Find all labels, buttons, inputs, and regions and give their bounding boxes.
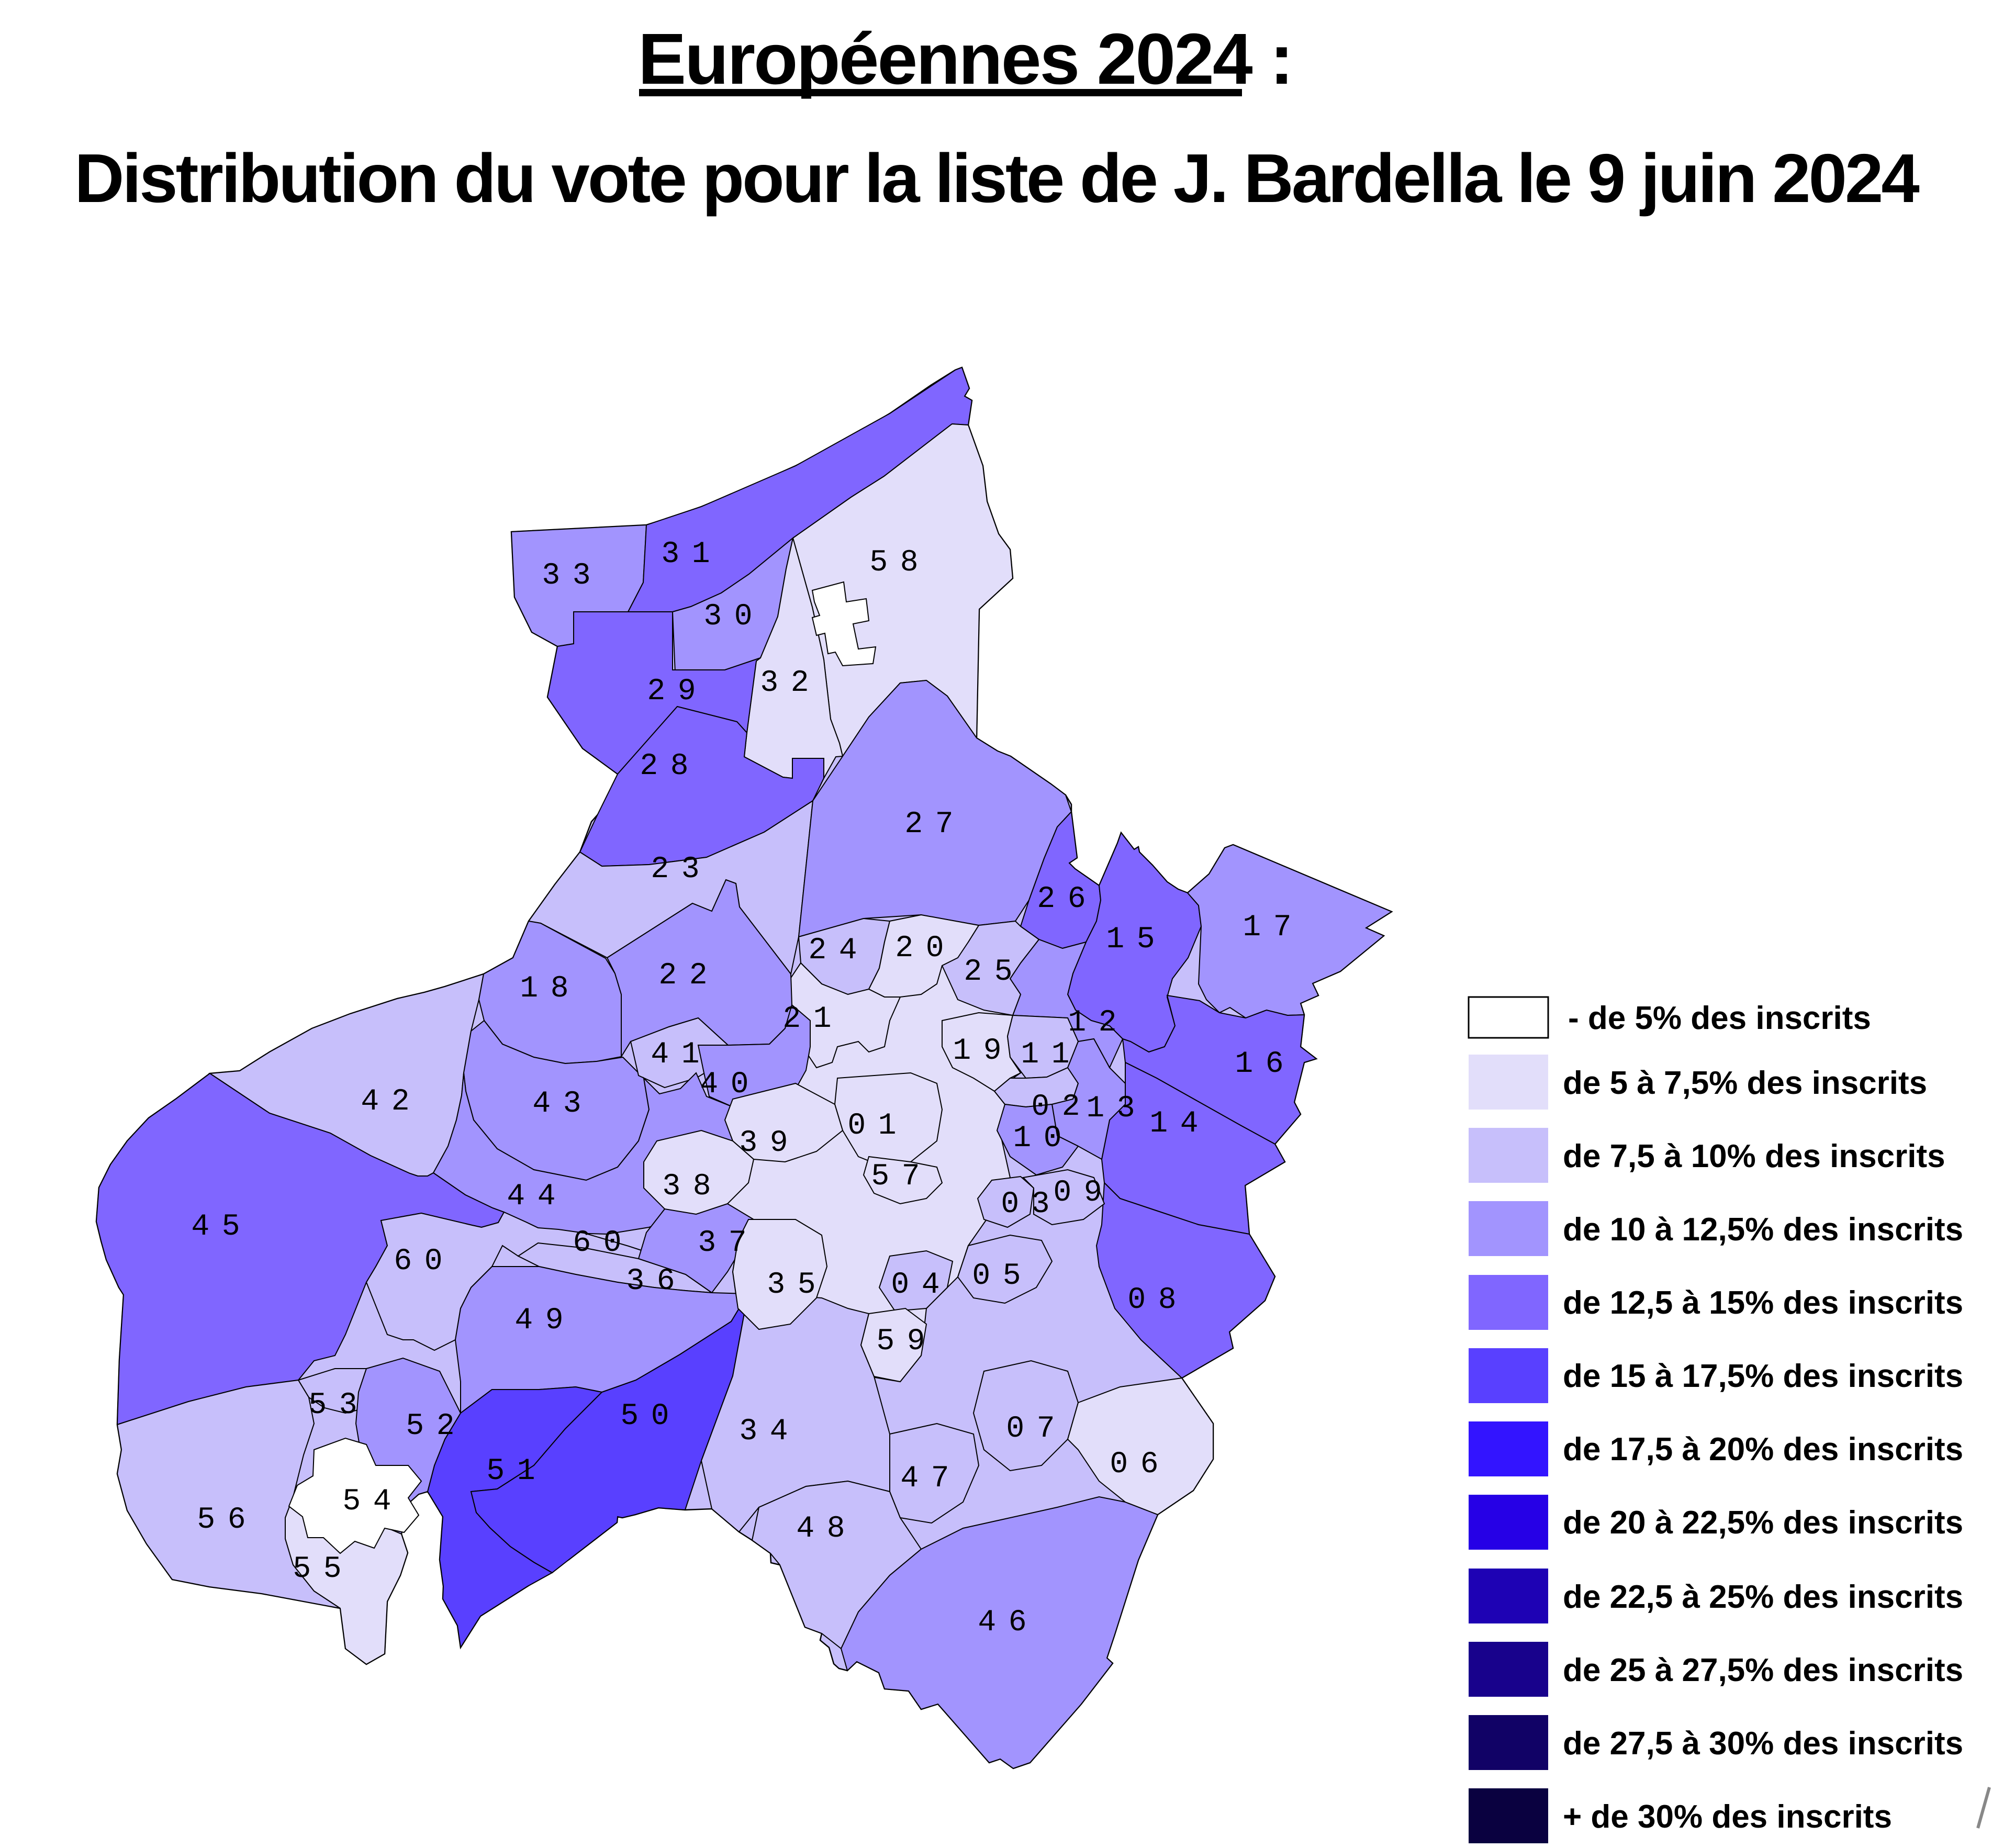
svg-text:5 4: 5 4	[342, 1485, 394, 1519]
svg-text:+ de 30% des inscrits: + de 30% des inscrits	[1563, 1799, 1892, 1835]
svg-text:de 22,5 à 25% des inscrits: de 22,5 à 25% des inscrits	[1563, 1579, 1963, 1615]
svg-text:4 7: 4 7	[900, 1462, 952, 1496]
svg-text:5 5: 5 5	[293, 1552, 344, 1586]
svg-text:3 0: 3 0	[703, 600, 755, 634]
svg-text:de 10 à 12,5% des inscrits: de 10 à 12,5% des inscrits	[1563, 1212, 1963, 1248]
svg-text:5 9: 5 9	[876, 1325, 928, 1359]
svg-text:4 3: 4 3	[532, 1087, 584, 1121]
svg-text:2 6: 2 6	[1037, 882, 1089, 916]
svg-text:4 1: 4 1	[651, 1038, 702, 1072]
svg-text:3 9: 3 9	[739, 1126, 791, 1160]
svg-text:0 7: 0 7	[1006, 1412, 1058, 1446]
svg-text:0 4: 0 4	[891, 1268, 943, 1302]
svg-text:0 3: 0 3	[1001, 1188, 1053, 1222]
svg-text:5 0: 5 0	[620, 1399, 672, 1433]
svg-text:4 0: 4 0	[700, 1068, 752, 1102]
svg-text:1 9: 1 9	[953, 1034, 1004, 1068]
svg-text:2 9: 2 9	[647, 675, 699, 709]
svg-text:3 6: 3 6	[626, 1264, 678, 1298]
svg-text:2 7: 2 7	[904, 808, 956, 842]
svg-text:de 20 à 22,5% des inscrits: de 20 à 22,5% des inscrits	[1563, 1505, 1963, 1541]
svg-text:1 4: 1 4	[1149, 1107, 1201, 1141]
svg-text:3 8: 3 8	[662, 1170, 714, 1204]
svg-text:3 3: 3 3	[542, 559, 594, 593]
svg-text:4 5: 4 5	[191, 1210, 243, 1244]
svg-text:1 2: 1 2	[1068, 1006, 1120, 1040]
svg-text:de 12,5 à 15% des inscrits: de 12,5 à 15% des inscrits	[1563, 1285, 1963, 1321]
svg-text:4 4: 4 4	[507, 1180, 558, 1214]
svg-text:5 8: 5 8	[869, 546, 921, 580]
svg-text:1 1: 1 1	[1021, 1038, 1072, 1072]
svg-text:2 3: 2 3	[651, 853, 702, 887]
svg-text:5 3: 5 3	[308, 1388, 360, 1423]
svg-text:de 27,5 à 30% des inscrits: de 27,5 à 30% des inscrits	[1563, 1726, 1963, 1762]
svg-text:3 5: 3 5	[767, 1268, 819, 1302]
svg-text:6 0: 6 0	[394, 1245, 445, 1279]
svg-text:de 7,5 à 10% des inscrits: de 7,5 à 10% des inscrits	[1563, 1138, 1945, 1174]
svg-text:4 2: 4 2	[361, 1085, 412, 1119]
svg-text:- de 5% des inscrits: - de 5% des inscrits	[1568, 1000, 1871, 1036]
svg-text:2 4: 2 4	[808, 934, 860, 968]
svg-text:2 8: 2 8	[640, 749, 691, 783]
svg-text:4 6: 4 6	[978, 1606, 1029, 1640]
svg-text:1 6: 1 6	[1235, 1047, 1286, 1081]
svg-text:5 6: 5 6	[197, 1503, 249, 1537]
svg-text:de 5 à 7,5% des inscrits: de 5 à 7,5% des inscrits	[1563, 1065, 1927, 1101]
svg-text:3 2: 3 2	[760, 666, 812, 700]
svg-text:4 9: 4 9	[514, 1304, 566, 1338]
svg-text:2 2: 2 2	[658, 959, 710, 993]
svg-text:de 17,5 à 20% des inscrits: de 17,5 à 20% des inscrits	[1563, 1431, 1963, 1468]
svg-text:0 2: 0 2	[1031, 1090, 1083, 1124]
svg-text:2 0: 2 0	[895, 932, 947, 966]
svg-text:5 1: 5 1	[486, 1454, 538, 1488]
svg-text:2 5: 2 5	[964, 955, 1015, 989]
svg-text:0 1: 0 1	[847, 1109, 899, 1143]
svg-text:de 15 à 17,5% des inscrits: de 15 à 17,5% des inscrits	[1563, 1358, 1963, 1394]
svg-text:1 5: 1 5	[1106, 923, 1158, 957]
svg-text:5 2: 5 2	[406, 1409, 457, 1443]
svg-text:1 7: 1 7	[1243, 911, 1294, 945]
svg-text:0 5: 0 5	[972, 1259, 1024, 1293]
svg-text:1 8: 1 8	[520, 972, 572, 1006]
svg-text:1 3: 1 3	[1086, 1092, 1138, 1126]
svg-text:2 1: 2 1	[782, 1002, 834, 1036]
svg-text:3 7: 3 7	[698, 1226, 749, 1260]
svg-text:0 6: 0 6	[1110, 1448, 1161, 1482]
svg-text:0 8: 0 8	[1127, 1283, 1179, 1317]
svg-text:0 9: 0 9	[1053, 1176, 1105, 1210]
svg-text:5 7: 5 7	[871, 1160, 923, 1194]
svg-text:3 1: 3 1	[661, 537, 713, 572]
svg-text:6 0: 6 0	[573, 1226, 624, 1260]
svg-text:de 25 à 27,5% des inscrits: de 25 à 27,5% des inscrits	[1563, 1652, 1963, 1688]
svg-text:3 4: 3 4	[739, 1415, 791, 1449]
svg-text:1 0: 1 0	[1013, 1122, 1065, 1156]
svg-text:4 8: 4 8	[796, 1512, 848, 1546]
